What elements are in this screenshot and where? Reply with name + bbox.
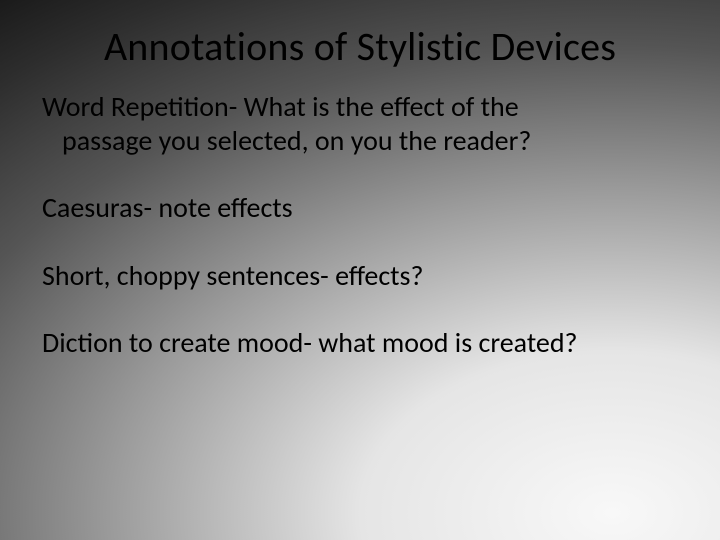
- slide-body: Word Repetition- What is the effect of t…: [42, 90, 678, 394]
- paragraph: Short, choppy sentences- effects?: [42, 259, 678, 293]
- paragraph-line: Diction to create mood- what mood is cre…: [42, 325, 578, 360]
- slide-title: Annotations of Stylistic Devices: [0, 22, 720, 71]
- paragraph: Diction to create mood- what mood is cre…: [42, 326, 678, 360]
- paragraph: Word Repetition- What is the effect of t…: [42, 90, 678, 157]
- paragraph-line: Short, choppy sentences- effects?: [42, 258, 424, 293]
- paragraph: Caesuras- note effects: [42, 191, 678, 225]
- slide: Annotations of Stylistic Devices Word Re…: [0, 0, 720, 540]
- paragraph-line: Word Repetition- What is the effect of t…: [42, 89, 519, 124]
- paragraph-line: passage you selected, on you the reader?: [42, 124, 678, 158]
- paragraph-line: Caesuras- note effects: [42, 190, 293, 225]
